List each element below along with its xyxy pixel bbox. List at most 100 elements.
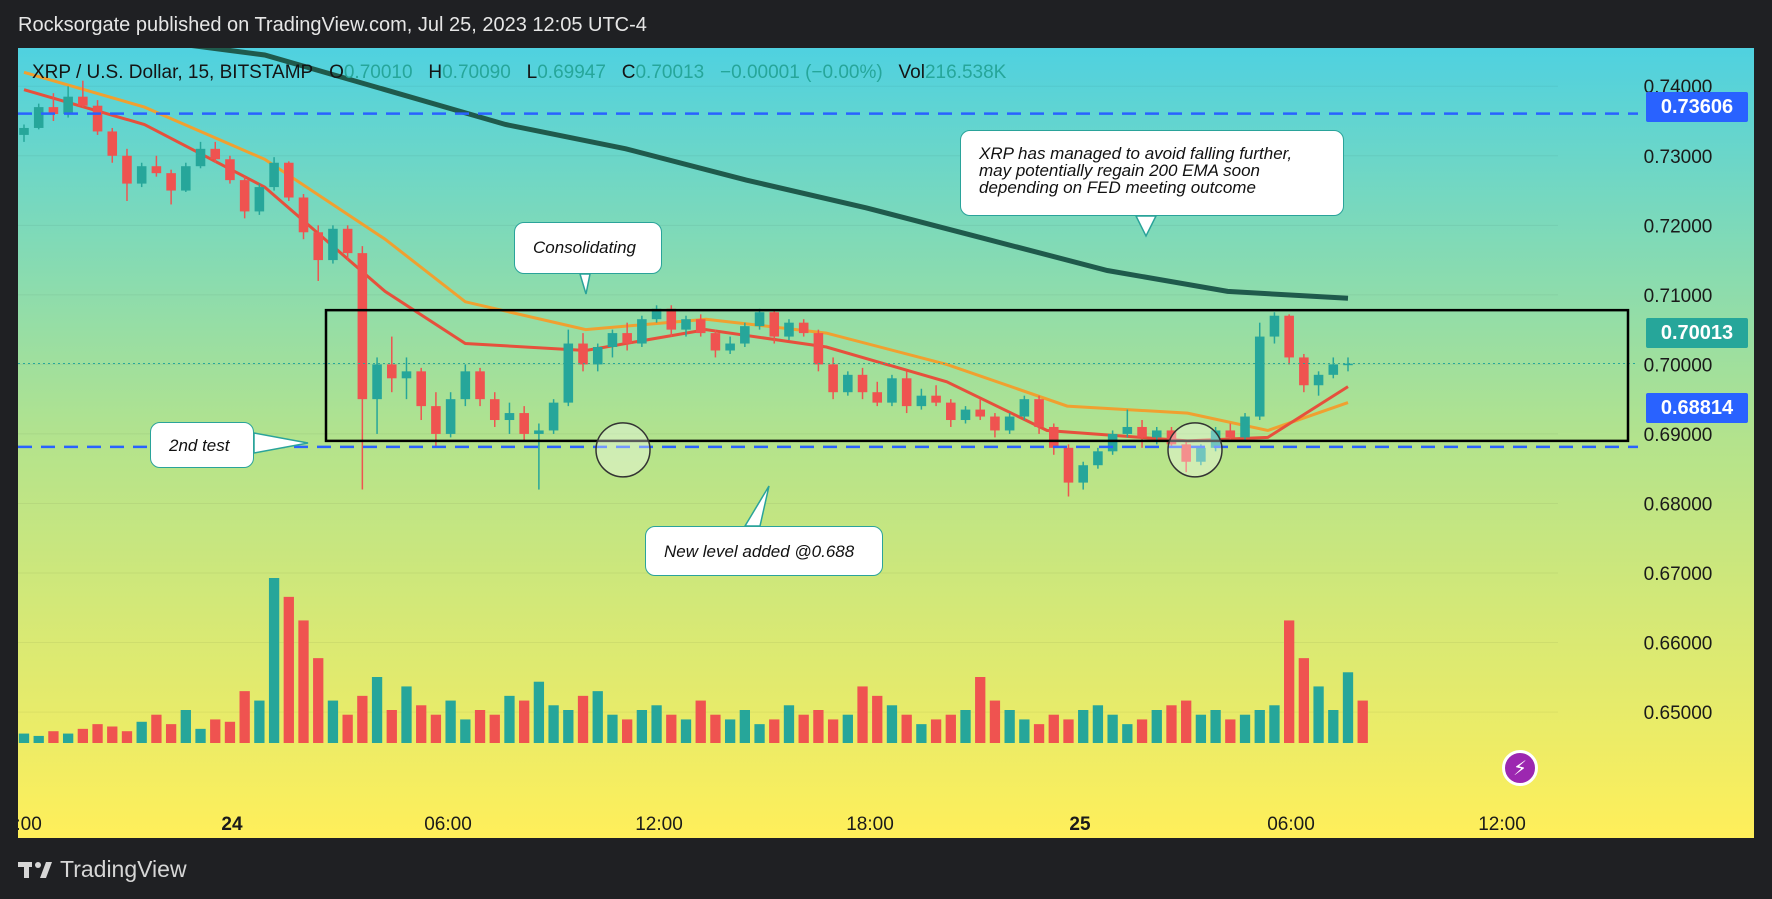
candle-body bbox=[1019, 399, 1030, 417]
candle-body bbox=[342, 228, 353, 254]
volume-bar bbox=[342, 714, 353, 743]
volume-bar bbox=[224, 721, 236, 743]
candle-body bbox=[592, 347, 603, 365]
candle-body bbox=[181, 166, 191, 191]
volume-value: 216.538K bbox=[924, 62, 1007, 83]
candle-body bbox=[740, 326, 750, 344]
volume-bar bbox=[62, 733, 74, 743]
callout-consolidating-text: Consolidating bbox=[533, 238, 637, 257]
candle-body bbox=[1063, 447, 1074, 483]
open-value: 0.70010 bbox=[343, 62, 413, 83]
candle-body bbox=[1004, 416, 1015, 431]
volume-bar bbox=[1210, 710, 1221, 743]
candle-body bbox=[78, 96, 88, 106]
volume-bar bbox=[783, 705, 795, 743]
candle-body bbox=[1254, 336, 1265, 417]
candle-body bbox=[48, 107, 59, 115]
volume-bar bbox=[533, 681, 545, 743]
candle-body bbox=[284, 162, 294, 198]
volume-bar bbox=[371, 677, 383, 743]
candle-body bbox=[1107, 433, 1118, 452]
volume-bar bbox=[769, 719, 780, 743]
close-value: 0.70013 bbox=[635, 62, 705, 83]
volume-bar bbox=[1136, 719, 1148, 743]
volume-bar bbox=[121, 731, 133, 743]
candle-body bbox=[328, 228, 338, 261]
candle-body bbox=[239, 180, 250, 212]
volume-bar bbox=[1225, 719, 1236, 743]
volume-bar bbox=[1357, 700, 1368, 743]
volume-bar bbox=[592, 691, 603, 743]
candle-body bbox=[445, 399, 456, 434]
chart-area[interactable]: 0.74000 0.73000 0.72000 0.71000 0.70000 0.690… bbox=[18, 48, 1754, 838]
candle-body bbox=[887, 378, 897, 403]
volume-bar bbox=[916, 724, 927, 743]
candle-body bbox=[872, 392, 883, 403]
candle-body bbox=[313, 232, 324, 261]
candle-body bbox=[1151, 430, 1162, 438]
candle-body bbox=[1210, 430, 1221, 448]
candle-body bbox=[136, 166, 147, 184]
volume-bar bbox=[1269, 705, 1280, 743]
candle-body bbox=[578, 343, 588, 365]
candle-body bbox=[19, 127, 29, 135]
volume-bar bbox=[1078, 710, 1089, 743]
candle-body bbox=[92, 105, 103, 132]
y-tick-label: 0.73000 bbox=[1644, 147, 1713, 168]
chart-canvas[interactable]: 0.740000.730000.720000.710000.700000.690… bbox=[18, 48, 1754, 838]
candle-body bbox=[357, 253, 368, 400]
candle-body bbox=[1284, 315, 1294, 358]
callout-consolidating: Consolidating bbox=[514, 222, 662, 274]
candle-body bbox=[828, 364, 838, 393]
callout-ema-note-line-1: XRP has managed to avoid falling further… bbox=[979, 144, 1293, 163]
symbol-name: XRP / U.S. Dollar, 15, BITSTAMP bbox=[32, 62, 314, 83]
volume-bar bbox=[416, 705, 427, 743]
y-tick-label: 0.71000 bbox=[1644, 286, 1713, 307]
candle-body bbox=[151, 166, 162, 174]
x-tick-label: 18:00 bbox=[846, 814, 894, 835]
volume-bar bbox=[210, 719, 221, 743]
volume-bar bbox=[1107, 714, 1118, 743]
volume-bar bbox=[724, 719, 736, 743]
volume-bar bbox=[1151, 710, 1162, 743]
volume-bar bbox=[327, 700, 339, 743]
callout-second-test-text: 2nd test bbox=[169, 436, 230, 455]
low-label: L bbox=[526, 62, 538, 83]
volume-bar bbox=[165, 724, 177, 743]
candle-body bbox=[754, 312, 765, 327]
volume-bar bbox=[1313, 686, 1324, 743]
volume-bar bbox=[695, 700, 706, 743]
x-tick-label: 25 bbox=[1069, 814, 1091, 835]
volume-bar bbox=[239, 691, 250, 743]
candle-body bbox=[254, 187, 265, 212]
volume-bar bbox=[975, 677, 986, 743]
candle-body bbox=[1093, 451, 1103, 466]
y-tick-label: 0.72000 bbox=[1644, 216, 1713, 237]
x-tick-label: 06:00 bbox=[424, 814, 472, 835]
volume-bar bbox=[48, 731, 59, 743]
candle-body bbox=[931, 395, 941, 403]
lightning-icon[interactable]: ⚡ bbox=[1502, 750, 1538, 786]
volume-bar bbox=[92, 724, 103, 743]
volume-bar bbox=[519, 700, 530, 743]
candle-body bbox=[401, 371, 412, 379]
candle-body bbox=[33, 107, 44, 128]
volume-bar bbox=[1033, 724, 1045, 743]
volume-bar bbox=[33, 735, 44, 743]
x-tick-label: 06:00 bbox=[1267, 814, 1315, 835]
volume-bar bbox=[283, 596, 294, 743]
volume-bar bbox=[1004, 710, 1015, 743]
candle-body bbox=[1137, 426, 1147, 438]
volume-bar bbox=[989, 700, 1001, 743]
footer-brand-text: TradingView bbox=[60, 856, 187, 882]
volume-bar bbox=[813, 710, 824, 743]
volume-bar bbox=[842, 714, 853, 743]
volume-bar bbox=[357, 695, 368, 743]
volume-bar bbox=[1298, 658, 1310, 743]
y-tick-label: 0.66000 bbox=[1644, 634, 1713, 655]
candle-body bbox=[1240, 416, 1250, 438]
volume-bar bbox=[651, 705, 662, 743]
candle-body bbox=[460, 371, 471, 400]
candle-body bbox=[563, 343, 574, 403]
high-value: 0.70090 bbox=[442, 62, 511, 83]
